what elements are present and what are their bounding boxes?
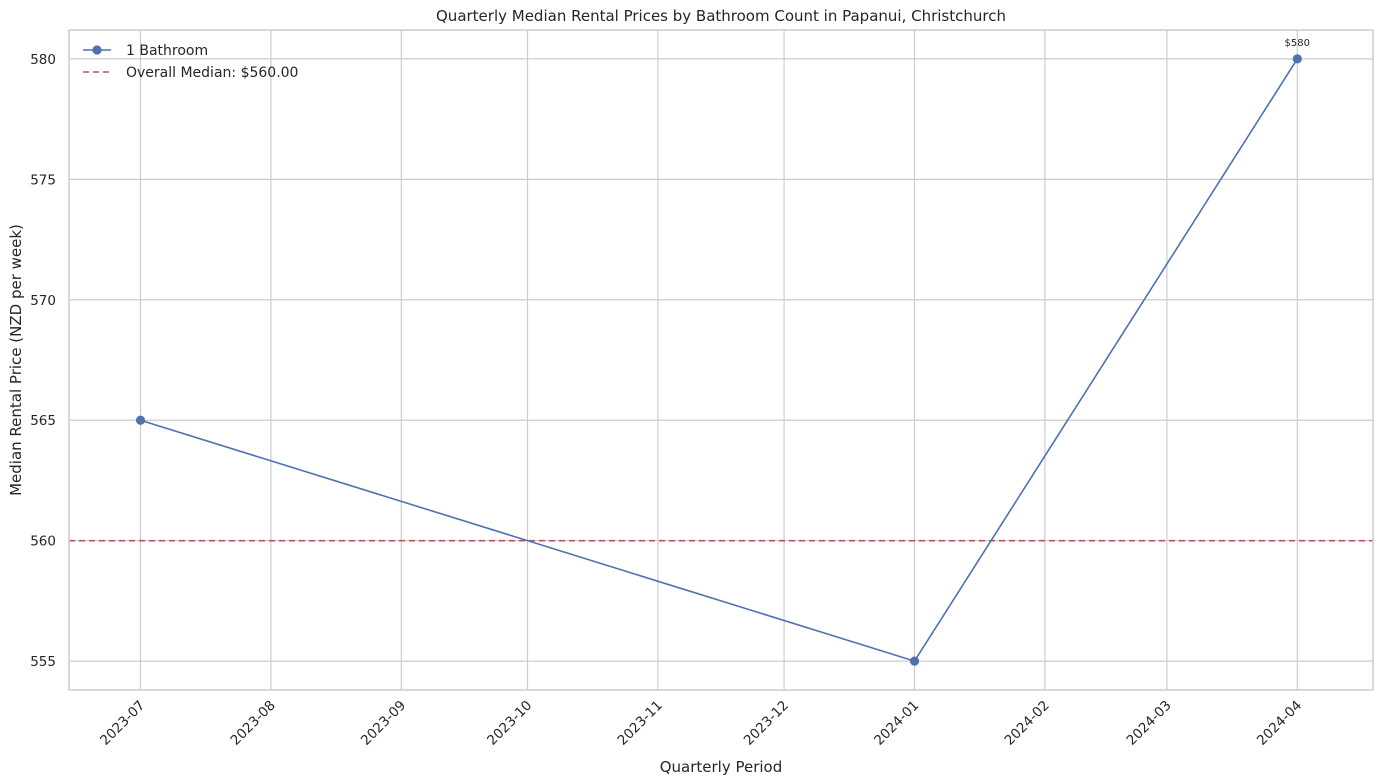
legend-series-marker <box>92 45 102 55</box>
y-axis-label: Median Rental Price (NZD per week) <box>7 224 25 496</box>
x-tick-label: 2023-11 <box>615 698 666 749</box>
series-line <box>140 58 1298 663</box>
data-point <box>1292 54 1302 64</box>
x-tick-label: 2023-09 <box>358 698 409 749</box>
x-tick-label: 2024-02 <box>1002 698 1053 749</box>
x-tick-label: 2024-01 <box>871 698 922 749</box>
y-tick-label: 555 <box>30 654 56 670</box>
x-tick-label: 2023-07 <box>97 698 148 749</box>
data-label: $580 <box>1285 38 1310 49</box>
x-axis-label: Quarterly Period <box>660 758 783 776</box>
x-tick-label: 2023-12 <box>741 698 792 749</box>
plot-frame <box>68 29 1374 691</box>
y-tick-label: 575 <box>30 172 56 188</box>
series-layer <box>135 54 1302 666</box>
x-tick-label: 2024-04 <box>1254 698 1305 749</box>
legend-series-label: 1 Bathroom <box>126 43 208 59</box>
grid <box>69 30 1373 690</box>
x-tick-label: 2024-03 <box>1124 698 1175 749</box>
chart-title: Quarterly Median Rental Prices by Bathro… <box>436 7 1006 25</box>
y-tick-label: 560 <box>30 534 56 550</box>
y-tick-label: 570 <box>30 293 56 309</box>
data-point <box>135 415 146 425</box>
x-tick-label: 2023-08 <box>228 698 279 749</box>
data-labels: $580 <box>1285 38 1310 49</box>
x-ticks: 2023-07 2023-08 2023-09 2023-10 2023-11 2023-… <box>97 698 1305 749</box>
y-tick-label: 565 <box>30 413 56 429</box>
legend: 1 Bathroom Overall Median: $560.00 <box>83 43 298 81</box>
data-point <box>909 656 920 666</box>
legend-median-label: Overall Median: $560.00 <box>126 65 298 81</box>
y-tick-label: 580 <box>30 52 56 68</box>
x-tick-label: 2023-10 <box>484 698 535 749</box>
y-ticks: 555 560 565 570 575 580 <box>30 52 56 670</box>
